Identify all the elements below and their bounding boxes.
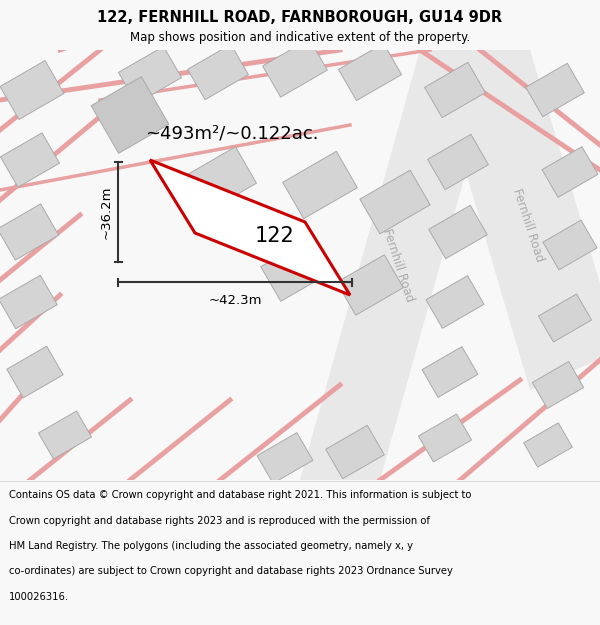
Polygon shape <box>283 151 358 219</box>
Text: Crown copyright and database rights 2023 and is reproduced with the permission o: Crown copyright and database rights 2023… <box>9 516 430 526</box>
Polygon shape <box>257 432 313 483</box>
Text: ~42.3m: ~42.3m <box>208 294 262 307</box>
Polygon shape <box>261 239 329 301</box>
Polygon shape <box>426 276 484 328</box>
Polygon shape <box>526 63 584 117</box>
Polygon shape <box>7 346 63 398</box>
Polygon shape <box>425 62 485 118</box>
Polygon shape <box>428 134 488 189</box>
Polygon shape <box>422 347 478 398</box>
Polygon shape <box>150 160 350 295</box>
Text: 100026316.: 100026316. <box>9 592 69 602</box>
Polygon shape <box>360 170 430 234</box>
Polygon shape <box>524 423 572 467</box>
Polygon shape <box>1 133 59 187</box>
Polygon shape <box>91 77 169 153</box>
Polygon shape <box>538 294 592 342</box>
Polygon shape <box>300 50 500 480</box>
Polygon shape <box>184 147 256 213</box>
Text: 122: 122 <box>255 226 295 246</box>
Polygon shape <box>0 275 57 329</box>
Polygon shape <box>263 39 328 97</box>
Polygon shape <box>337 255 403 315</box>
Polygon shape <box>338 43 401 101</box>
Polygon shape <box>543 220 597 270</box>
Polygon shape <box>0 61 64 119</box>
Polygon shape <box>118 46 182 104</box>
Text: ~36.2m: ~36.2m <box>100 185 113 239</box>
Polygon shape <box>38 411 92 459</box>
Text: 122, FERNHILL ROAD, FARNBOROUGH, GU14 9DR: 122, FERNHILL ROAD, FARNBOROUGH, GU14 9D… <box>97 10 503 25</box>
Polygon shape <box>188 44 248 99</box>
Polygon shape <box>326 425 384 479</box>
Polygon shape <box>418 414 472 462</box>
Text: Map shows position and indicative extent of the property.: Map shows position and indicative extent… <box>130 31 470 44</box>
Polygon shape <box>532 361 584 409</box>
Polygon shape <box>429 205 487 259</box>
Polygon shape <box>0 204 59 260</box>
Text: ~493m²/~0.122ac.: ~493m²/~0.122ac. <box>145 125 319 143</box>
Text: Fernhill Road: Fernhill Road <box>380 227 416 303</box>
Polygon shape <box>542 147 598 198</box>
Text: Contains OS data © Crown copyright and database right 2021. This information is : Contains OS data © Crown copyright and d… <box>9 490 472 500</box>
Text: co-ordinates) are subject to Crown copyright and database rights 2023 Ordnance S: co-ordinates) are subject to Crown copyr… <box>9 566 453 576</box>
Text: HM Land Registry. The polygons (including the associated geometry, namely x, y: HM Land Registry. The polygons (includin… <box>9 541 413 551</box>
Text: Fernhill Road: Fernhill Road <box>510 187 546 263</box>
Polygon shape <box>430 50 600 390</box>
